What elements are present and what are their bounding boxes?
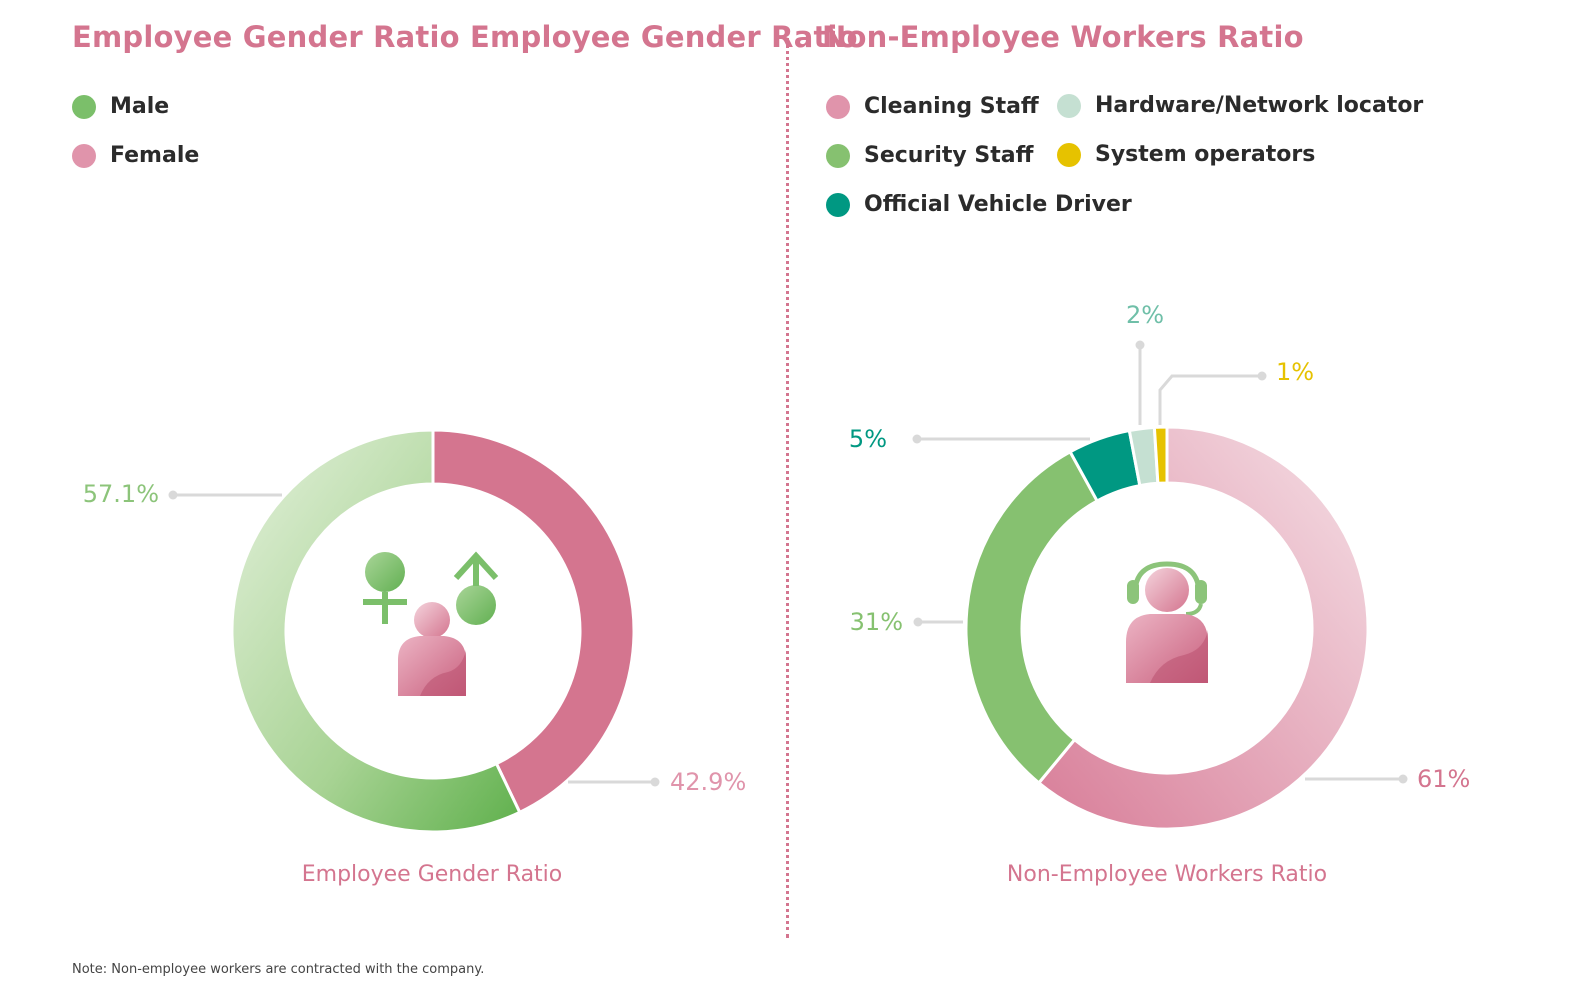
data-label-male: 57.1% [83,480,159,508]
donut-slice-cleaning-staff [1036,425,1370,831]
leader-line [1158,374,1262,425]
gender-data-labels: 42.9% 57.1% [83,480,747,796]
left-panel-title: Employee Gender Ratio Employee Gender Ra… [72,20,858,54]
leader-dot [1257,371,1267,381]
gender-donut [230,428,636,834]
donut-slice-female [431,428,636,815]
leader-dot [1398,774,1408,784]
legend-item-cleaning-staff: Cleaning Staff [826,94,1039,119]
leader-dot [1135,340,1145,350]
legend-label: System operators [1095,142,1316,167]
data-label-cleaning-staff: 61% [1417,765,1470,793]
data-label-female: 42.9% [670,768,746,796]
leader-dot [650,777,660,787]
legend-label: Cleaning Staff [864,94,1039,119]
workers-chart-caption: Non-Employee Workers Ratio [1006,862,1328,887]
leader-dot [168,490,178,500]
legend-item-female: Female [72,143,199,168]
leader-dot [912,434,922,444]
data-label-system-operators: 1% [1276,358,1314,386]
donut-slice-system-operators [1152,425,1169,485]
gender-person-icon [363,551,499,696]
legend-item-security-staff: Security Staff [826,143,1033,168]
data-label-security-staff: 31% [850,608,903,636]
legend-label: Male [110,94,170,119]
female-dot-icon [72,143,96,168]
legend-label: Security Staff [864,143,1034,168]
legend-label: Official Vehicle Driver [864,192,1132,217]
gender-chart-caption: Employee Gender Ratio [301,862,563,887]
support-agent-icon [1126,561,1208,683]
legend-item-official-vehicle-driver: Official Vehicle Driver [826,192,1132,217]
system-operators-dot-icon [1057,142,1081,167]
hardware-network-dot-icon [1057,93,1081,118]
workers-data-labels: 61% 31% 5% 2% 1% [849,301,1470,793]
legend-item-hardware-network-locator: Hardware/Network locator [1057,93,1423,118]
male-dot-icon [72,94,96,119]
official-vehicle-driver-dot-icon [826,192,850,217]
legend-item-male: Male [72,94,169,119]
donut-slice-male [230,428,522,834]
leader-dot [913,617,923,627]
panel-divider [786,38,789,938]
data-label-hardware-network-locator: 2% [1126,301,1164,329]
legend-item-system-operators: System operators [1057,142,1315,167]
cleaning-staff-dot-icon [826,94,850,119]
donut-slice-security-staff [964,449,1100,785]
legend-label: Female [110,143,200,168]
security-staff-dot-icon [826,143,850,168]
footnote: Note: Non-employee workers are contracte… [72,962,485,977]
legend-label: Hardware/Network locator [1095,93,1424,118]
workers-donut [964,425,1370,831]
right-panel-title: Non-Employee Workers Ratio [822,20,1304,54]
data-label-official-vehicle-driver: 5% [849,425,887,453]
